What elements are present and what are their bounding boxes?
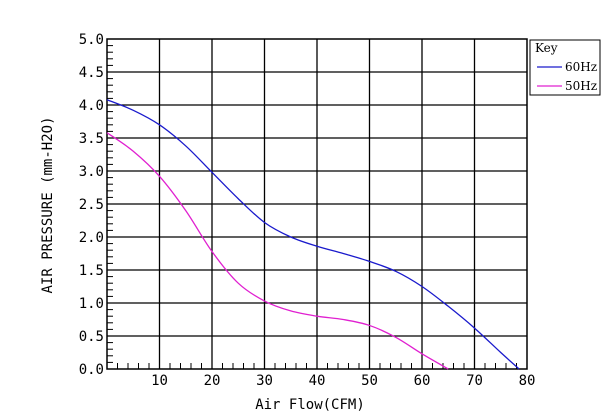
x-tick-labels: 10 20 30 40 50 60 70 80 bbox=[151, 373, 535, 389]
grid-lines bbox=[107, 39, 527, 369]
x-tick-label: 10 bbox=[151, 373, 168, 389]
y-tick-label: 1.5 bbox=[79, 263, 104, 279]
y-tick-label: 2.0 bbox=[79, 230, 104, 246]
x-tick-label: 20 bbox=[204, 373, 221, 389]
legend-label-60hz: 60Hz bbox=[565, 60, 597, 74]
y-tick-label: 1.0 bbox=[79, 296, 104, 312]
y-tick-label: 4.0 bbox=[79, 98, 104, 114]
series-line-60hz bbox=[106, 99, 520, 370]
x-tick-label: 70 bbox=[466, 373, 483, 389]
legend-title: Key bbox=[535, 41, 558, 55]
plot-frame bbox=[106, 38, 528, 370]
x-tick-label: 40 bbox=[309, 373, 326, 389]
y-tick-label: 3.0 bbox=[79, 164, 104, 180]
x-tick-label: 50 bbox=[361, 373, 378, 389]
series-line-50hz bbox=[106, 132, 449, 370]
y-tick-label: 2.5 bbox=[79, 197, 104, 213]
y-tick-labels: 0.0 0.5 1.0 1.5 2.0 2.5 3.0 3.5 4.0 4.5 5.0 bbox=[79, 32, 104, 378]
y-tick-label: 3.5 bbox=[79, 131, 104, 147]
y-tick-label: 0.5 bbox=[79, 329, 104, 345]
x-tick-label: 30 bbox=[256, 373, 273, 389]
x-tick-label: 80 bbox=[519, 373, 536, 389]
x-tick-label: 60 bbox=[414, 373, 431, 389]
series-lines bbox=[106, 99, 520, 370]
y-tick-label: 5.0 bbox=[79, 32, 104, 48]
y-tick-label: 0.0 bbox=[79, 362, 104, 378]
y-tick-label: 4.5 bbox=[79, 65, 104, 81]
y-axis-title: AIR PRESSURE (mm-H2O) bbox=[40, 116, 56, 293]
legend-label-50hz: 50Hz bbox=[565, 79, 597, 93]
x-axis-title: Air Flow(CFM) bbox=[255, 397, 365, 413]
legend: Key 60Hz 50Hz bbox=[529, 39, 601, 96]
